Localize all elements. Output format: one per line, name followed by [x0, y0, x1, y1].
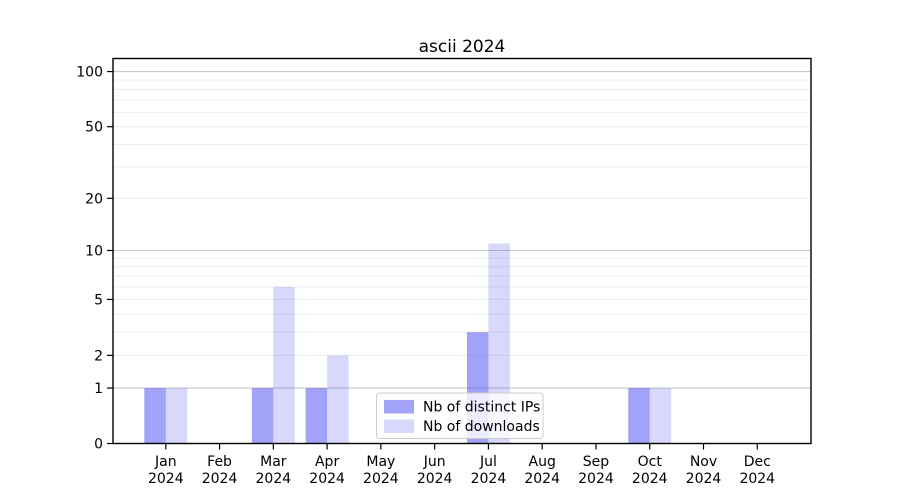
x-tick-label-month: Jul [479, 454, 497, 470]
bar-ips-mar [251, 388, 274, 444]
x-tick-label-year: 2024 [686, 471, 722, 487]
y-tick-label: 20 [85, 191, 103, 207]
bar-ips-oct [628, 388, 650, 444]
x-tick-label-month: Dec [744, 454, 771, 470]
x-axis-ticks: Jan2024Feb2024Mar2024Apr2024May2024Jun20… [148, 443, 775, 487]
legend-swatch-downloads [384, 419, 414, 433]
y-tick-label: 100 [76, 65, 103, 81]
x-tick-label-year: 2024 [363, 471, 399, 487]
y-tick-label: 10 [85, 243, 103, 259]
x-tick-label-year: 2024 [632, 471, 668, 487]
bar-downloads-oct [649, 388, 672, 444]
bar-downloads-mar [273, 286, 295, 444]
y-tick-label: 1 [94, 381, 103, 397]
x-tick-label-year: 2024 [309, 471, 345, 487]
x-tick-label-month: Feb [207, 454, 232, 470]
y-tick-label: 50 [85, 120, 103, 136]
x-tick-label-year: 2024 [471, 471, 507, 487]
gridlines-major [113, 71, 811, 389]
x-tick-label-month: Mar [260, 454, 287, 470]
x-tick-label-month: May [366, 454, 395, 470]
legend-swatch-distinct-ips [384, 400, 414, 414]
x-tick-label-month: Jan [154, 454, 177, 470]
x-tick-label-year: 2024 [524, 471, 560, 487]
gridlines-minor [113, 79, 811, 356]
x-tick-label-year: 2024 [578, 471, 614, 487]
bar-ips-jan [144, 388, 166, 444]
y-axis-ticks: 0 1 2 5 10 20 50 100 [76, 65, 113, 453]
x-tick-label-month: Nov [690, 454, 717, 470]
x-tick-label-year: 2024 [148, 471, 184, 487]
legend-box [376, 392, 544, 439]
x-tick-label-year: 2024 [739, 471, 775, 487]
x-tick-label-month: Jun [423, 454, 446, 470]
y-tick-label: 5 [94, 292, 103, 308]
x-tick-label-year: 2024 [256, 471, 292, 487]
x-tick-label-year: 2024 [417, 471, 453, 487]
legend-label-downloads: Nb of downloads [423, 419, 540, 435]
legend-label-distinct-ips: Nb of distinct IPs [423, 400, 540, 416]
bar-ips-apr [305, 388, 328, 444]
y-tick-label: 2 [94, 348, 103, 364]
x-tick-label-year: 2024 [202, 471, 238, 487]
x-tick-label-month: Oct [638, 454, 663, 470]
bar-downloads-apr [327, 355, 349, 444]
legend: Nb of distinct IPs Nb of downloads [376, 392, 544, 439]
chart-title: ascii 2024 [419, 37, 506, 57]
bar-downloads-jan [165, 388, 188, 444]
x-tick-label-month: Apr [315, 454, 339, 470]
x-tick-label-month: Sep [583, 454, 610, 470]
y-tick-label: 0 [94, 437, 103, 453]
x-tick-label-month: Aug [529, 454, 556, 470]
